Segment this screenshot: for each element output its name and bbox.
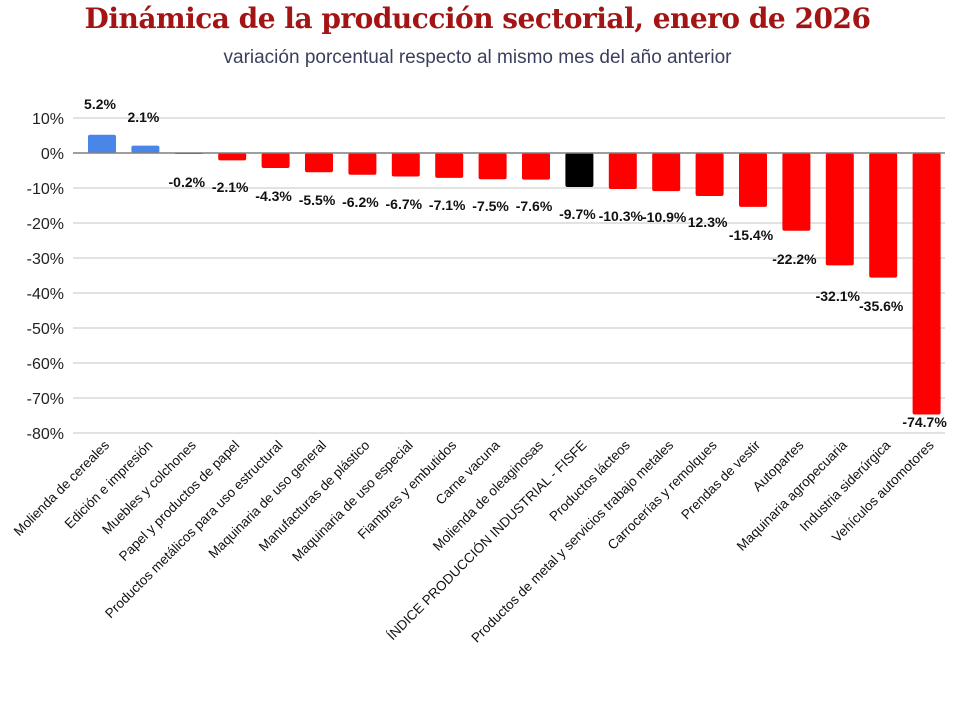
data-labels: 5.2% 2.1% -0.2% -2.1% -4.3% -5.5% -6.2% -6.7% -7… — [84, 96, 947, 430]
y-axis-ticks: 10% 0% -10% -20% -30% -40% -50% -60% -70% -80% — [27, 111, 64, 443]
category-label: Productos lácteos — [546, 437, 633, 524]
y-tick-label: -70% — [27, 391, 64, 408]
data-label: -7.1% — [429, 197, 466, 213]
bar — [869, 153, 898, 278]
chart-title: Dinámica de la producción sectorial, ene… — [84, 2, 871, 35]
data-label: -4.3% — [255, 188, 292, 204]
bar — [435, 153, 464, 178]
data-label: -5.5% — [299, 192, 336, 208]
y-tick-label: -20% — [27, 216, 64, 233]
data-label: -35.6% — [859, 298, 904, 314]
data-label: -74.7% — [902, 414, 947, 430]
data-label: -7.5% — [472, 198, 509, 214]
y-tick-label: -40% — [27, 286, 64, 303]
data-label: 12.3% — [688, 214, 728, 230]
y-tick-label: -80% — [27, 426, 64, 443]
bar — [348, 153, 377, 175]
data-label: -6.2% — [342, 194, 379, 210]
y-tick-label: -50% — [27, 321, 64, 338]
bar — [825, 153, 854, 266]
bar — [261, 153, 290, 169]
category-label: ÍNDICE PRODUCCIÓN INDUSTRIAL - FISFE — [384, 438, 589, 643]
data-label: -15.4% — [729, 227, 774, 243]
y-tick-label: -30% — [27, 251, 64, 268]
bar — [391, 153, 420, 177]
bar — [652, 153, 681, 192]
bar — [739, 153, 767, 207]
y-tick-label: 0% — [41, 146, 64, 163]
data-label: -9.7% — [559, 206, 596, 222]
chart-subtitle: variación porcentual respecto al mismo m… — [223, 47, 732, 68]
bar — [88, 134, 116, 153]
data-label: -7.6% — [516, 198, 553, 214]
bar — [478, 153, 507, 180]
gridlines — [73, 117, 945, 434]
bar — [131, 145, 160, 153]
category-label: Productos de metal y servicios trabajo m… — [468, 437, 676, 645]
bar — [218, 153, 247, 161]
y-tick-label: -10% — [27, 181, 64, 198]
bar — [522, 153, 550, 180]
data-label: 2.1% — [127, 109, 159, 125]
bar — [608, 153, 637, 190]
category-label: Prendas de vestir — [678, 437, 763, 522]
bar — [912, 153, 941, 415]
data-label: -2.1% — [212, 179, 249, 195]
y-tick-label: 10% — [32, 111, 64, 128]
data-label: 5.2% — [84, 96, 116, 112]
data-label: -0.2% — [169, 174, 206, 190]
data-label: -22.2% — [772, 251, 817, 267]
data-label: -32.1% — [816, 288, 861, 304]
bar — [565, 153, 594, 187]
data-label: -10.3% — [599, 208, 644, 224]
bar — [695, 153, 724, 197]
bar — [305, 153, 333, 173]
y-tick-label: -60% — [27, 356, 64, 373]
data-label: -6.7% — [386, 196, 423, 212]
bars — [88, 134, 941, 415]
data-label: -10.9% — [642, 209, 687, 225]
bar — [782, 153, 811, 231]
